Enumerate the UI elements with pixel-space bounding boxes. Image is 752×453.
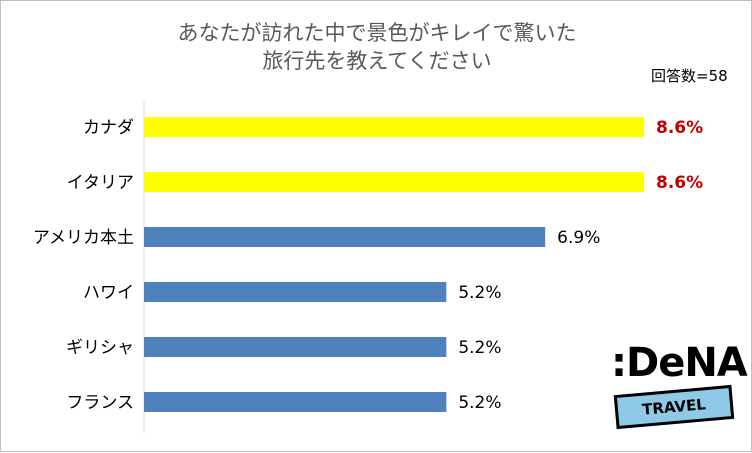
logo-travel-band: TRAVEL xyxy=(613,384,735,430)
bar-0 xyxy=(144,117,644,137)
category-label-4: ギリシャ xyxy=(66,338,134,358)
logo-wordmark: :DeNA xyxy=(611,340,748,386)
value-label-2: 6.9% xyxy=(557,228,600,248)
value-label-0: 8.6% xyxy=(656,118,703,138)
bar-1 xyxy=(144,172,644,192)
value-label-1: 8.6% xyxy=(656,173,703,193)
value-label-4: 5.2% xyxy=(458,338,501,358)
category-label-5: フランス xyxy=(66,393,134,413)
respondent-count: 回答数=58 xyxy=(651,67,728,85)
bar-2 xyxy=(144,227,546,247)
bar-5 xyxy=(144,392,447,412)
category-label-0: カナダ xyxy=(83,118,134,138)
chart-title-line-2: 旅行先を教えてください xyxy=(262,49,492,73)
category-label-2: アメリカ本土 xyxy=(33,228,134,248)
bar-4 xyxy=(144,337,447,357)
chart-title-line-1: あなたが訪れた中で景色がキレイで驚いた xyxy=(177,21,577,45)
value-label-5: 5.2% xyxy=(458,393,501,413)
category-label-3: ハワイ xyxy=(83,283,134,303)
bar-3 xyxy=(144,282,447,302)
category-label-1: イタリア xyxy=(67,173,134,193)
dena-travel-logo: :DeNA TRAVEL xyxy=(611,341,748,431)
value-label-3: 5.2% xyxy=(458,283,501,303)
